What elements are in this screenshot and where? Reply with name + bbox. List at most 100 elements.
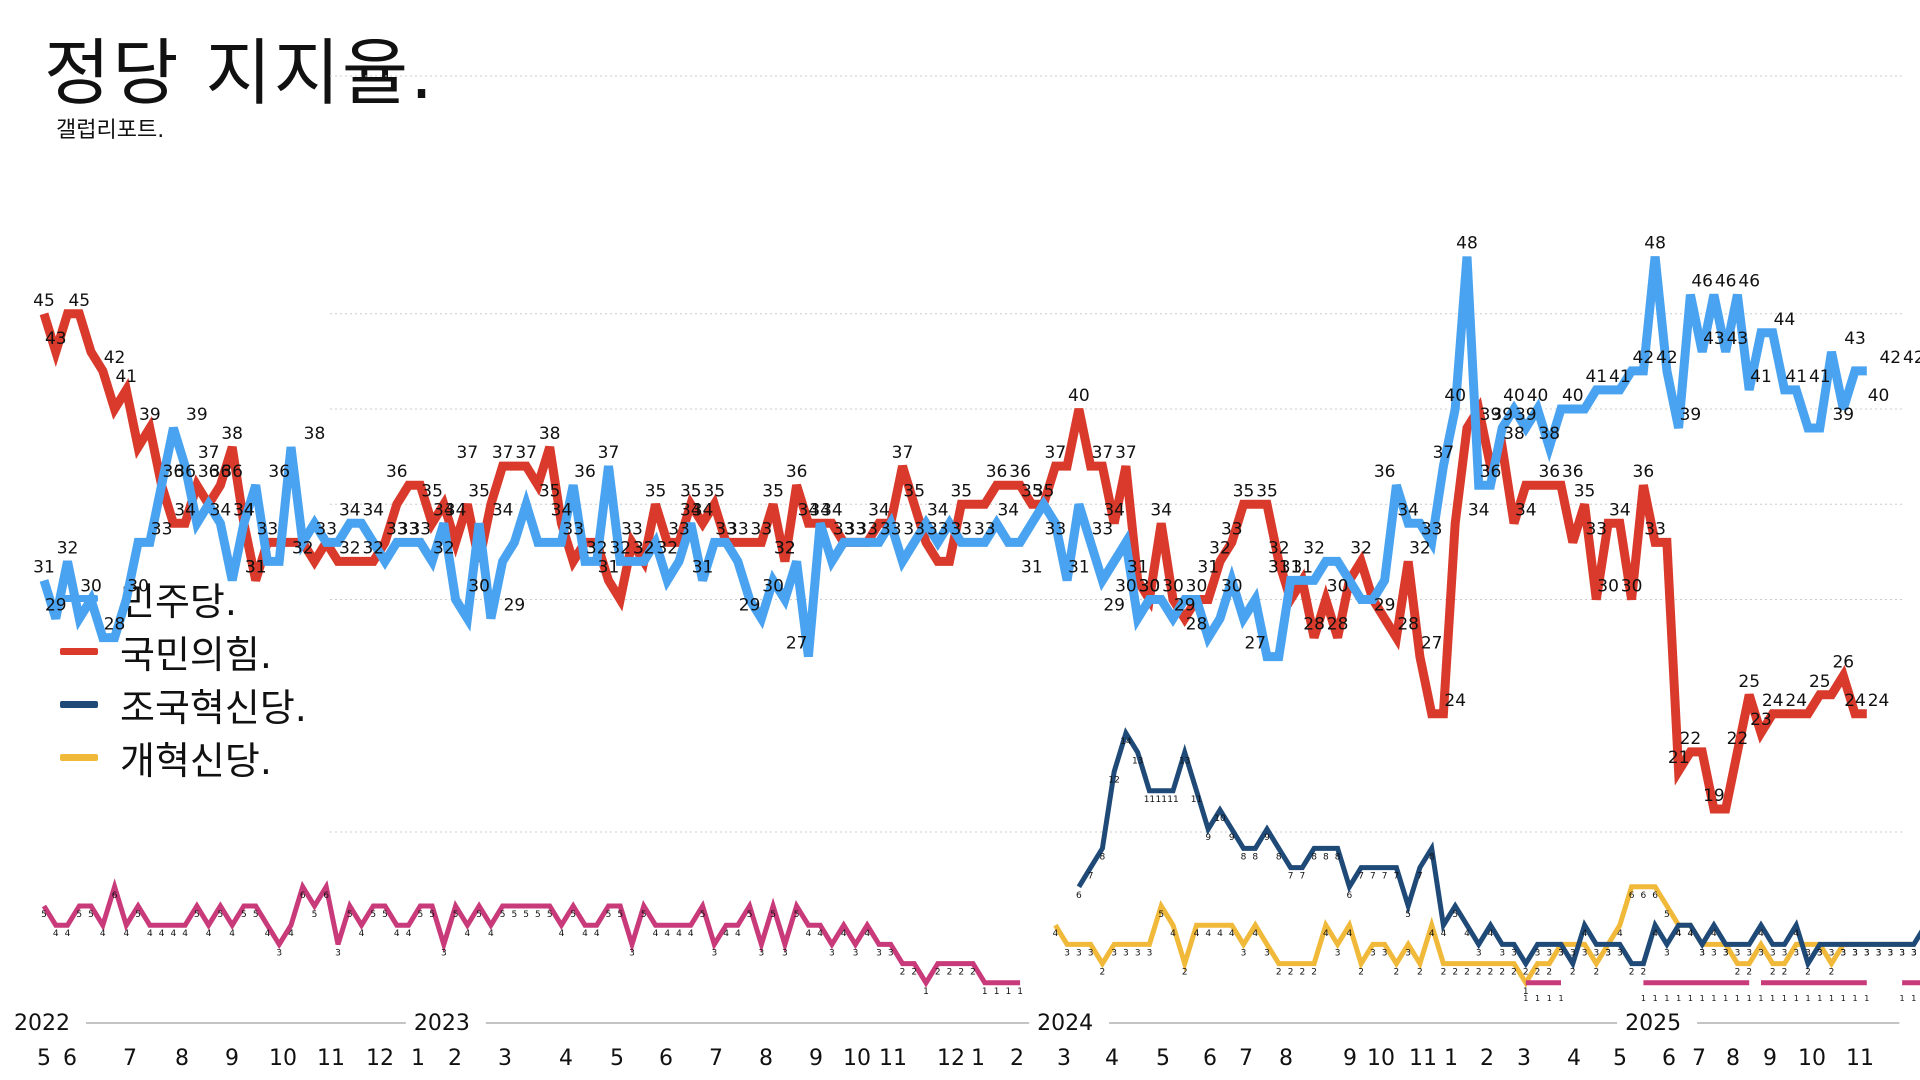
data-label-ppp: 38 [221, 424, 243, 444]
data-label-rebuilding-label: 13 [1179, 756, 1190, 766]
data-label-democratic: 35 [1033, 481, 1055, 501]
data-label-rebuilding-label: 4 [1582, 929, 1588, 939]
series-line-rebuilding [1076, 727, 1920, 970]
data-label-minor-label: 5 [794, 910, 800, 920]
x-month-label: 2 [448, 1046, 462, 1071]
data-label-minor-label: 4 [723, 929, 729, 939]
data-label-ppp: 33 [751, 519, 773, 539]
data-label-rebuilding-label: 9 [1205, 833, 1211, 843]
data-label-ppp: 34 [233, 500, 255, 520]
x-month-label: 8 [1279, 1046, 1293, 1071]
data-label-ppp: 32 [774, 538, 796, 558]
data-label-ppp: 32 [362, 538, 384, 558]
data-label-minor-label: 4 [170, 929, 176, 939]
data-label-democratic: 28 [104, 615, 126, 635]
data-label-democratic: 40 [1503, 386, 1525, 406]
data-label-rebuilding-label: 5 [1405, 910, 1411, 920]
data-label-ppp: 39 [139, 405, 161, 425]
data-label-democratic: 30 [1327, 577, 1349, 597]
data-label-reform-label: 2 [1476, 968, 1482, 978]
data-label-reform-label: 3 [1723, 948, 1729, 958]
legend-swatch-ppp [60, 648, 98, 655]
data-label-minor-label: 4 [806, 929, 812, 939]
data-label-minor-2025-label: 1 [1664, 994, 1669, 1003]
data-label-ppp: 38 [539, 424, 561, 444]
data-label-minor-label: 4 [735, 929, 741, 939]
data-label-democratic: 36 [174, 462, 196, 482]
data-label-democratic: 30 [1139, 577, 1161, 597]
data-label-democratic: 37 [1433, 443, 1455, 463]
data-label-reform-label: 4 [1229, 929, 1235, 939]
data-label-reform-label: 4 [1676, 929, 1682, 939]
data-label-minor-label: 5 [218, 910, 224, 920]
data-label-rebuilding-label: 3 [1829, 948, 1835, 958]
data-label-minor-label: 6 [112, 891, 118, 901]
data-label-ppp: 27 [1421, 634, 1443, 654]
data-label-ppp: 35 [645, 481, 667, 501]
data-label-ppp: 35 [680, 481, 702, 501]
data-label-reform-label: 3 [1135, 948, 1141, 958]
data-label-minor-label: 4 [206, 929, 212, 939]
data-label-minor-2025-label: 1 [1711, 994, 1716, 1003]
data-label-rebuilding-label: 3 [1864, 948, 1870, 958]
data-label-ppp: 37 [492, 443, 514, 463]
data-label-rebuilding-label: 8 [1252, 852, 1258, 862]
data-label-democratic: 31 [245, 557, 267, 577]
data-label-ppp: 36 [1009, 462, 1031, 482]
x-month-label: 7 [709, 1046, 723, 1071]
data-label-ppp: 34 [798, 500, 820, 520]
chart-title: 정당 지지율. [44, 31, 435, 115]
data-label-reform-label: 2 [1535, 968, 1541, 978]
data-label-ppp: 43 [45, 329, 67, 349]
data-label-minor-label: 4 [664, 929, 670, 939]
data-label-minor-label: 5 [453, 910, 459, 920]
data-label-rebuilding-label: 4 [1793, 929, 1799, 939]
x-month-label: 9 [1763, 1046, 1777, 1071]
x-month-label: 5 [1156, 1046, 1170, 1071]
x-month-label: 6 [659, 1046, 673, 1071]
data-label-ppp: 33 [845, 519, 867, 539]
data-label-minor-2025-label: 1 [1547, 994, 1552, 1003]
data-label-ppp: 24 [1762, 691, 1784, 711]
data-label-minor-2025-label: 1 [1864, 994, 1869, 1003]
data-label-rebuilding-label: 8 [1429, 852, 1435, 862]
x-month-label: 10 [1367, 1046, 1395, 1071]
data-label-ppp: 32 [1350, 538, 1372, 558]
x-month-label: 8 [759, 1046, 773, 1071]
data-label-reform-label: 3 [1088, 948, 1094, 958]
data-label-minor-label: 1 [1017, 987, 1023, 997]
data-label-reform-label: 3 [1570, 948, 1576, 958]
data-label-reform-label: 4 [1252, 929, 1258, 939]
data-label-minor-label: 5 [429, 910, 435, 920]
data-label-rebuilding-label: 6 [1346, 891, 1352, 901]
data-label-democratic: 33 [903, 519, 925, 539]
data-label-minor-label: 5 [747, 910, 753, 920]
data-label-reform-label: 3 [1382, 948, 1388, 958]
data-label-reform-label: 2 [1770, 968, 1776, 978]
data-label-democratic: 39 [1832, 405, 1854, 425]
data-label-ppp: 34 [1468, 500, 1490, 520]
data-label-democratic: 39 [186, 405, 208, 425]
data-label-minor-2025-label: 1 [1829, 994, 1834, 1003]
data-label-minor-label: 5 [253, 910, 259, 920]
data-label-ppp: 34 [927, 500, 949, 520]
data-label-democratic: 33 [1045, 519, 1067, 539]
data-label-minor-label: 5 [547, 910, 553, 920]
data-label-minor-label: 4 [817, 929, 823, 939]
data-label-ppp: 33 [727, 519, 749, 539]
data-label-reform-label: 3 [1876, 948, 1882, 958]
data-label-ppp: 35 [1574, 481, 1596, 501]
x-month-label: 6 [1662, 1046, 1676, 1071]
data-label-reform-label: 4 [1346, 929, 1352, 939]
data-label-democratic: 30 [762, 577, 784, 597]
data-label-rebuilding-label: 3 [1558, 948, 1564, 958]
data-label-reform-label: 2 [1499, 968, 1505, 978]
data-label-reform-label: 4 [1323, 929, 1329, 939]
x-month-label: 4 [1105, 1046, 1119, 1071]
data-label-reform-label: 4 [1052, 929, 1058, 939]
data-label-rebuilding-label: 11 [1144, 795, 1155, 805]
data-label-ppp: 30 [1139, 577, 1161, 597]
data-label-minor-label: 2 [935, 968, 941, 978]
data-label-rebuilding-label: 4 [1676, 929, 1682, 939]
data-label-ppp: 22 [1727, 729, 1749, 749]
